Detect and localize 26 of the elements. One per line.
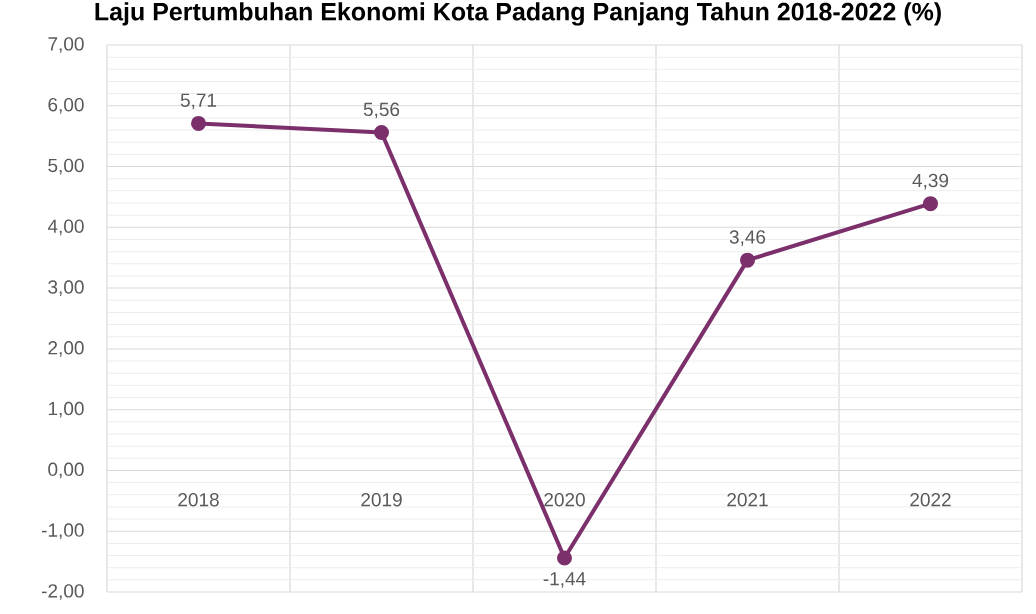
chart-title: Laju Pertumbuhan Ekonomi Kota Padang Panjang Tahun 2018-2022 (%): [95, 2, 941, 26]
x-tick-label: 2022: [910, 492, 951, 507]
data-label: 3,46: [729, 230, 766, 246]
point: [191, 115, 206, 131]
y-tick-label: 5,00: [48, 158, 84, 175]
point: [740, 252, 755, 268]
x-tick-label: 2021: [727, 492, 768, 507]
x-tick-label: 2019: [361, 492, 402, 507]
y-tick-label: 7,00: [48, 37, 84, 53]
data-label: -1,44: [543, 572, 586, 588]
point: [923, 196, 938, 212]
data-label: 4,39: [912, 173, 949, 190]
y-tick-label: 4,00: [47, 219, 84, 236]
point: [557, 550, 572, 566]
y-tick-label: 1,00: [48, 401, 84, 418]
y-tick-label: 0,00: [48, 462, 84, 479]
x-tick-label: 2020: [544, 492, 585, 507]
point: [374, 125, 389, 141]
y-tick-label: 6,00: [48, 97, 84, 114]
data-label: 5,56: [363, 102, 400, 119]
data-label: 5,71: [180, 93, 217, 110]
y-tick-label: -2,00: [42, 584, 84, 600]
y-tick-label: -1,00: [42, 523, 84, 540]
y-tick-label: 2,00: [48, 341, 84, 357]
x-tick-label: 2018: [178, 492, 219, 507]
y-tick-label: 3,00: [48, 280, 84, 296]
